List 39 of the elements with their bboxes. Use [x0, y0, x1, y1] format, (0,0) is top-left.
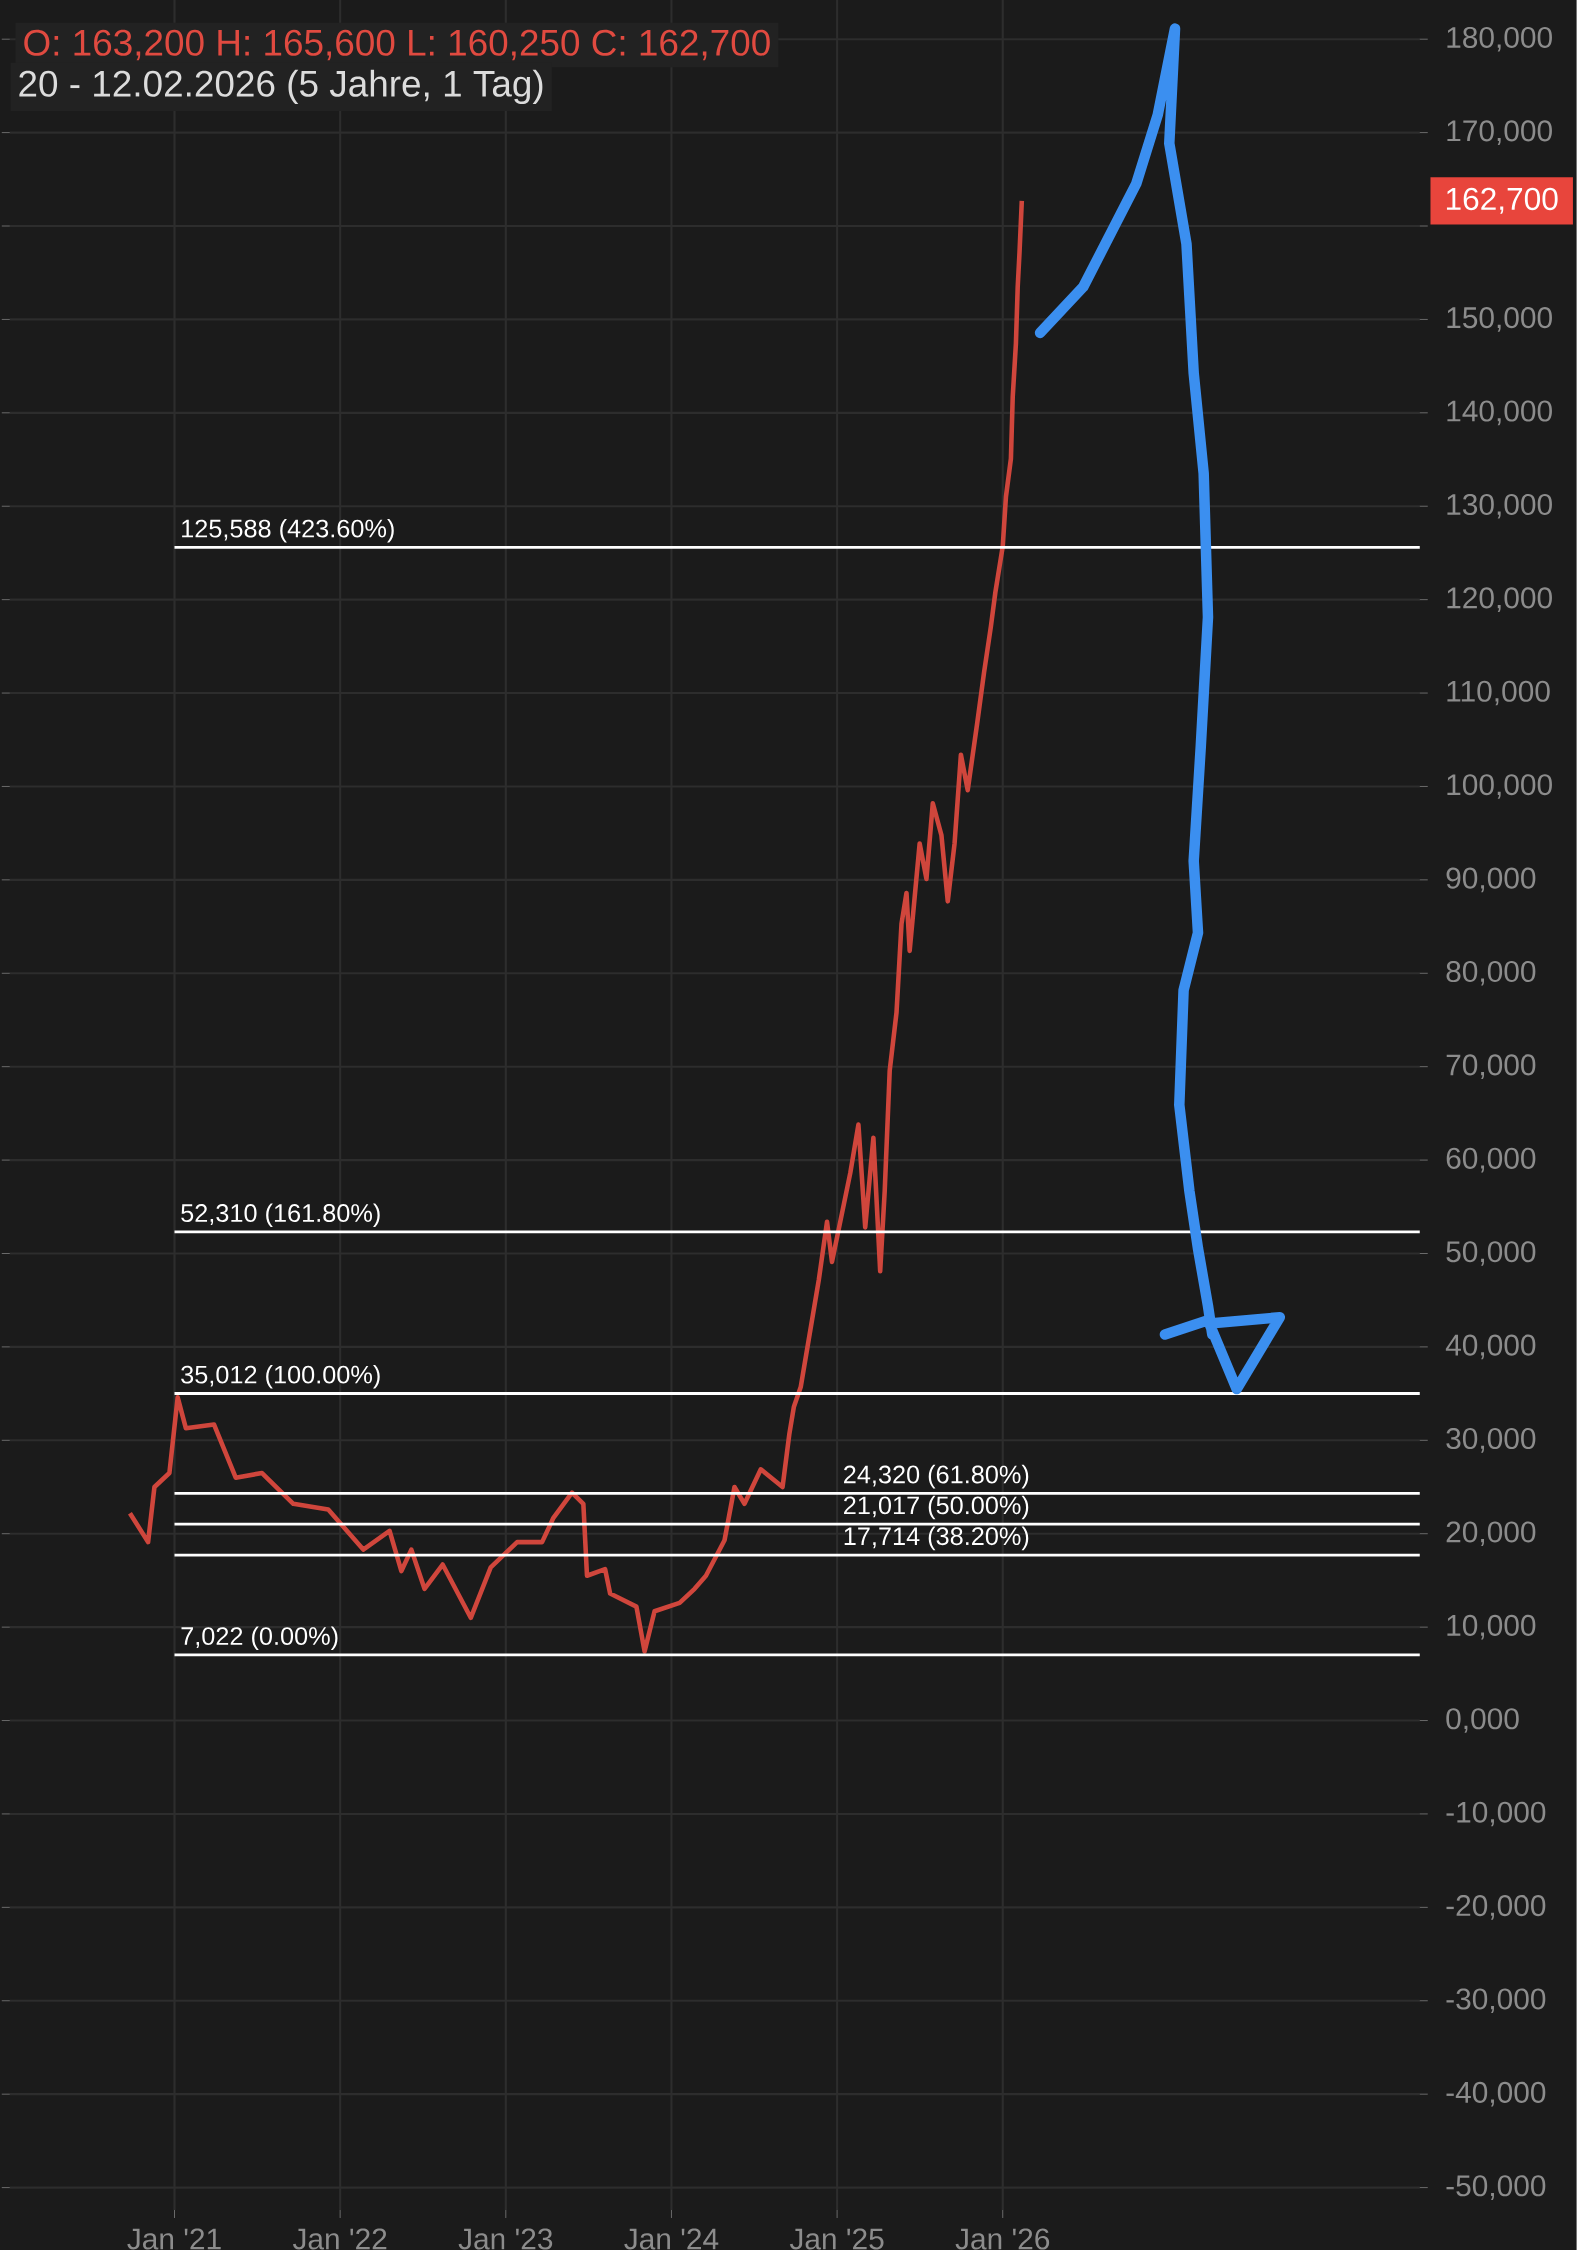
- y-tick-label: 30,000: [1446, 1427, 1536, 1453]
- x-tick-label: Jan '21: [127, 2228, 221, 2250]
- text: O: 163,200 H: 165,600 L: 160,250 C: 162,700: [24, 29, 770, 61]
- y-tick-label: 140,000: [1447, 400, 1553, 426]
- y-tick-label: -50,000: [1446, 2175, 1546, 2200]
- y-tick-label: 180,000: [1447, 26, 1553, 52]
- ref-line-label: 7,022 (0.00%): [181, 1626, 338, 1651]
- text: 162,700: [1447, 187, 1558, 214]
- y-tick-label: 40,000: [1445, 1334, 1536, 1360]
- y-tick-label: 80,000: [1446, 960, 1536, 986]
- y-tick-label: 110,000: [1447, 680, 1550, 706]
- ref-line-label: 35,012 (100.00%): [181, 1364, 380, 1389]
- y-tick-label: 10,000: [1447, 1614, 1536, 1640]
- y-tick-label: 120,000: [1447, 587, 1553, 612]
- text: 20 - 12.02.2026 (5 Jahre, 1 Tag): [19, 69, 543, 105]
- x-tick-label: Jan '26: [955, 2228, 1050, 2250]
- y-tick-label: 0,000: [1446, 1708, 1519, 1733]
- y-tick-label: -40,000: [1446, 2081, 1546, 2107]
- y-tick-label: -10,000: [1446, 1801, 1546, 1827]
- y-tick-label: -30,000: [1446, 1988, 1546, 2014]
- y-tick-label: 170,000: [1447, 120, 1553, 145]
- y-tick-label: 130,000: [1447, 493, 1553, 519]
- y-tick-label: 20,000: [1446, 1521, 1536, 1547]
- x-tick-label: Jan '22: [293, 2228, 387, 2250]
- x-tick-label: Jan '25: [789, 2228, 884, 2250]
- y-tick-label: 90,000: [1446, 867, 1536, 893]
- ref-line-label: 21,017 (50.00%): [844, 1495, 1029, 1520]
- y-tick-label: 60,000: [1446, 1147, 1536, 1173]
- y-tick-label: 50,000: [1446, 1241, 1536, 1266]
- ref-line-label: 52,310 (161.80%): [181, 1203, 380, 1227]
- ref-line-label: 24,320 (61.80%): [844, 1464, 1029, 1489]
- ref-line-label: 17,714 (38.20%): [844, 1526, 1029, 1551]
- x-tick-label: Jan '23: [458, 2228, 553, 2250]
- y-tick-label: -20,000: [1446, 1895, 1546, 1920]
- ref-line-label: 125,588 (423.60%): [182, 518, 394, 543]
- y-tick-label: 150,000: [1447, 307, 1553, 332]
- y-tick-label: 70,000: [1446, 1054, 1536, 1079]
- y-tick-label: 100,000: [1447, 774, 1553, 799]
- x-tick-label: Jan '24: [624, 2228, 719, 2250]
